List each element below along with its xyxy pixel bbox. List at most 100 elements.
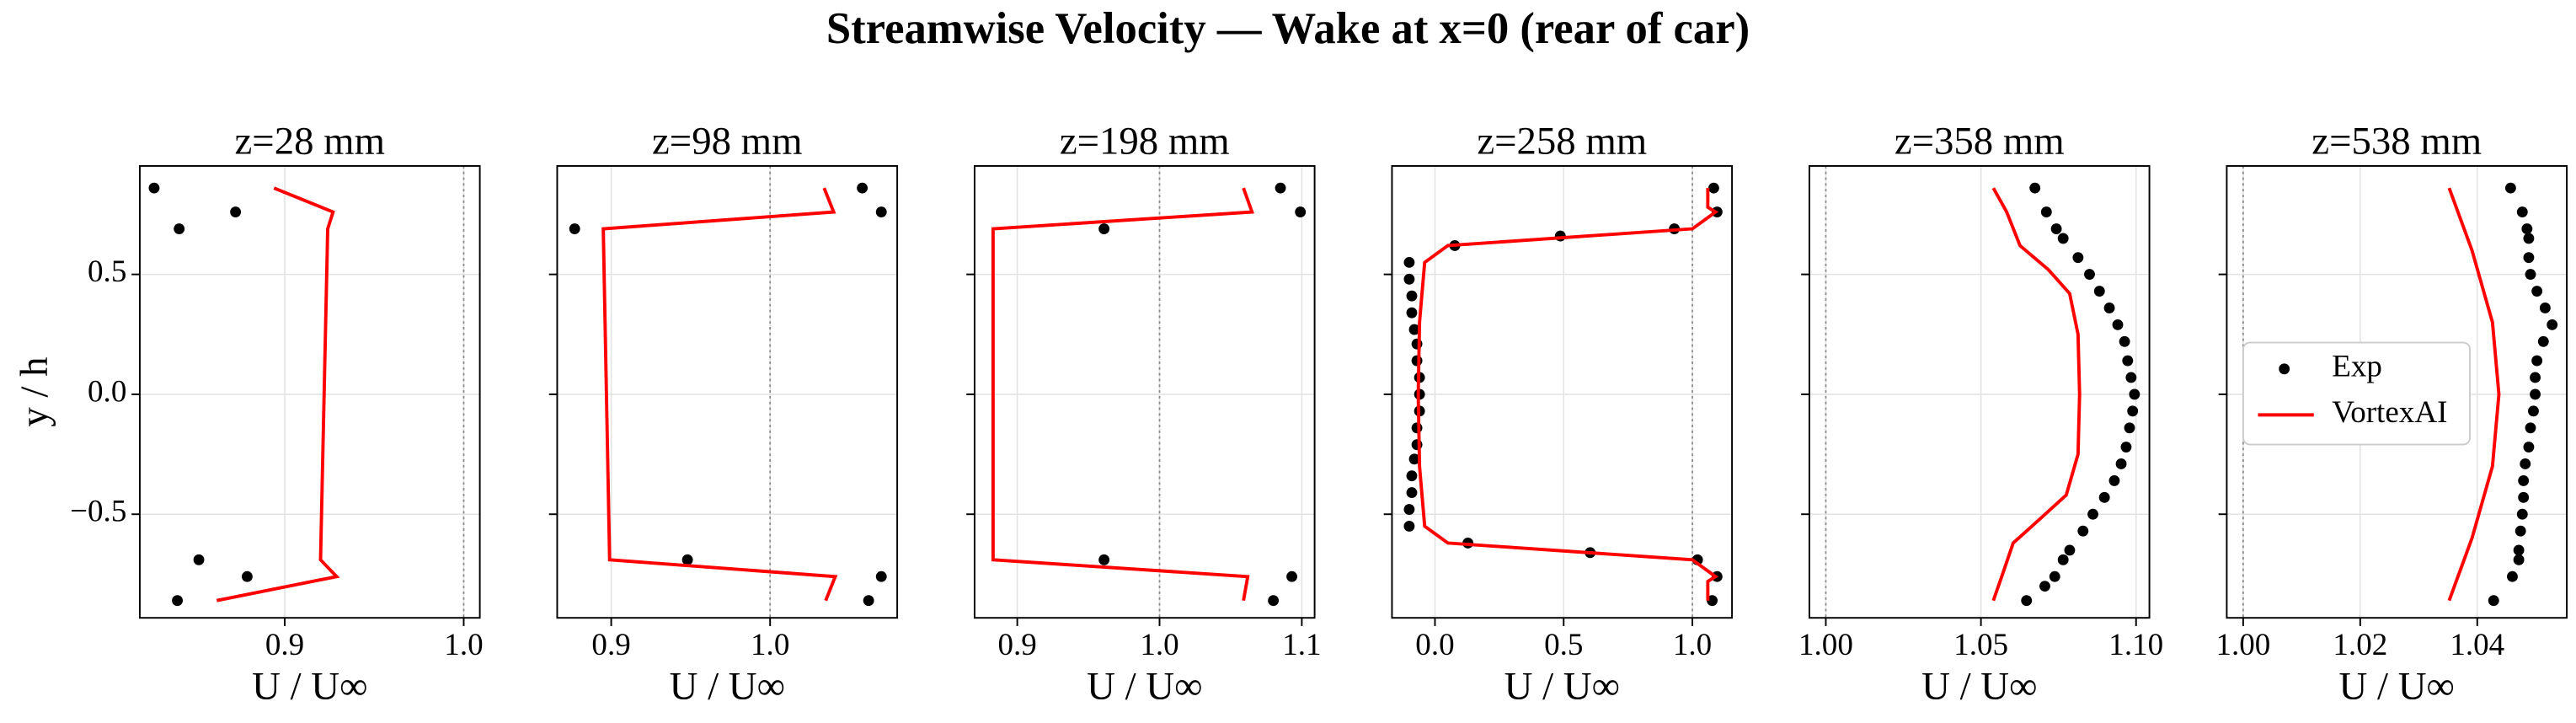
plot-frame xyxy=(1808,164,2151,619)
plot-frame xyxy=(138,164,481,619)
x-axis-label: U / U∞ xyxy=(1921,665,2037,709)
data-line xyxy=(1991,187,2082,602)
plot-frame xyxy=(556,164,899,619)
data-line xyxy=(2447,187,2501,602)
data-point xyxy=(1098,554,1110,565)
y-tick-label: 0.0 xyxy=(88,374,126,409)
data-point xyxy=(2120,442,2132,453)
x-tick-label: 1.02 xyxy=(2333,628,2387,662)
data-point xyxy=(2530,388,2541,400)
subplot: 0.9 1.0 1.1 z=198 mm U / U∞ xyxy=(966,119,1322,709)
data-point xyxy=(1403,273,1415,285)
data-line xyxy=(991,187,1254,602)
data-point xyxy=(2040,206,2052,218)
data-point xyxy=(2098,491,2110,503)
y-tick-label: −0.5 xyxy=(70,495,126,529)
data-point xyxy=(2521,223,2533,234)
subplot-title: z=538 mm xyxy=(2311,119,2482,163)
subplot-title: z=258 mm xyxy=(1477,119,1647,163)
data-point xyxy=(2516,508,2528,520)
data-point xyxy=(863,595,874,607)
data-point xyxy=(2518,474,2530,486)
x-axis-label: U / U∞ xyxy=(1087,665,1202,709)
data-point xyxy=(2057,233,2069,244)
data-point xyxy=(2050,223,2062,234)
data-point xyxy=(2129,388,2140,400)
plot-frame xyxy=(2226,164,2568,619)
subplot: 0.9 1.0 −0.5 0.0 0.5 z=28 mm U / U∞ y / h xyxy=(13,119,484,708)
data-point xyxy=(2049,570,2060,582)
data-point xyxy=(174,223,185,234)
data-point xyxy=(2108,474,2120,486)
data-point xyxy=(1403,504,1415,515)
data-point xyxy=(1098,223,1110,234)
data-point xyxy=(2547,319,2558,330)
x-axis-label: U / U∞ xyxy=(252,665,367,709)
data-point xyxy=(2488,595,2499,607)
data-point xyxy=(875,570,887,582)
data-point xyxy=(2122,355,2134,367)
x-tick-label: 0.9 xyxy=(591,628,630,662)
data-point xyxy=(1708,182,1719,194)
data-point xyxy=(1411,355,1423,367)
data-point xyxy=(2103,303,2115,313)
data-point xyxy=(2064,544,2076,556)
x-tick-label: 1.0 xyxy=(1673,628,1712,662)
x-tick-label: 1.0 xyxy=(751,628,789,662)
data-point xyxy=(2125,372,2137,383)
y-axis-label: y / h xyxy=(13,356,56,426)
x-axis-label: U / U∞ xyxy=(1504,665,1620,709)
legend-label: VortexAI xyxy=(2332,395,2447,430)
legend: Exp VortexAI xyxy=(2242,341,2471,446)
legend-label: Exp xyxy=(2332,349,2382,383)
x-tick-label: 0.0 xyxy=(1415,628,1454,662)
data-line xyxy=(601,187,838,602)
subplot-title: z=28 mm xyxy=(235,119,385,163)
data-point xyxy=(1275,182,1286,194)
x-tick-label: 1.1 xyxy=(1282,628,1321,662)
subplot: 0.0 0.5 1.0 z=258 mm U / U∞ xyxy=(1383,119,1734,709)
data-point xyxy=(2087,508,2098,520)
data-point xyxy=(2513,554,2525,565)
data-point xyxy=(1406,290,1418,302)
subplot-title: z=358 mm xyxy=(1895,119,2065,163)
data-point xyxy=(2525,422,2536,434)
plot-frame xyxy=(1391,164,1734,619)
data-point xyxy=(241,570,253,582)
data-point xyxy=(2057,554,2069,565)
legend-marker xyxy=(2279,363,2290,375)
subplot: 1.00 1.05 1.10 z=358 mm U / U∞ xyxy=(1798,119,2163,708)
data-point xyxy=(2523,442,2535,453)
data-point xyxy=(2077,525,2089,537)
x-tick-label: 1.05 xyxy=(1953,628,2008,662)
x-tick-label: 1.00 xyxy=(2215,628,2270,662)
data-point xyxy=(2531,355,2543,367)
data-point xyxy=(2528,405,2539,417)
data-point xyxy=(1295,206,1307,218)
data-point xyxy=(1406,307,1418,319)
x-tick-label: 1.00 xyxy=(1798,628,1853,662)
data-point xyxy=(2513,544,2525,556)
data-point xyxy=(2518,491,2530,503)
subplot: 0.9 1.0 z=98 mm U / U∞ xyxy=(548,119,899,709)
data-point xyxy=(1268,595,1280,607)
data-line xyxy=(1416,188,1719,601)
data-point xyxy=(2093,286,2105,297)
x-axis-label: U / U∞ xyxy=(2339,665,2455,709)
data-point xyxy=(1406,470,1418,482)
subplot-title: z=198 mm xyxy=(1060,119,1230,163)
x-tick-label: 1.10 xyxy=(2108,628,2163,662)
data-point xyxy=(2084,269,2095,281)
data-line xyxy=(216,186,340,602)
data-point xyxy=(2516,206,2528,218)
data-point xyxy=(1408,453,1420,465)
data-point xyxy=(2507,570,2518,582)
subplot: 1.00 1.02 1.04 z=538 mm U / U∞ Exp VortexAI xyxy=(2215,119,2568,709)
data-point xyxy=(2515,525,2526,537)
data-point xyxy=(2525,269,2536,281)
data-point xyxy=(1408,324,1420,335)
data-point xyxy=(172,595,183,607)
x-tick-label: 1.04 xyxy=(2450,628,2504,662)
data-point xyxy=(2021,595,2033,607)
